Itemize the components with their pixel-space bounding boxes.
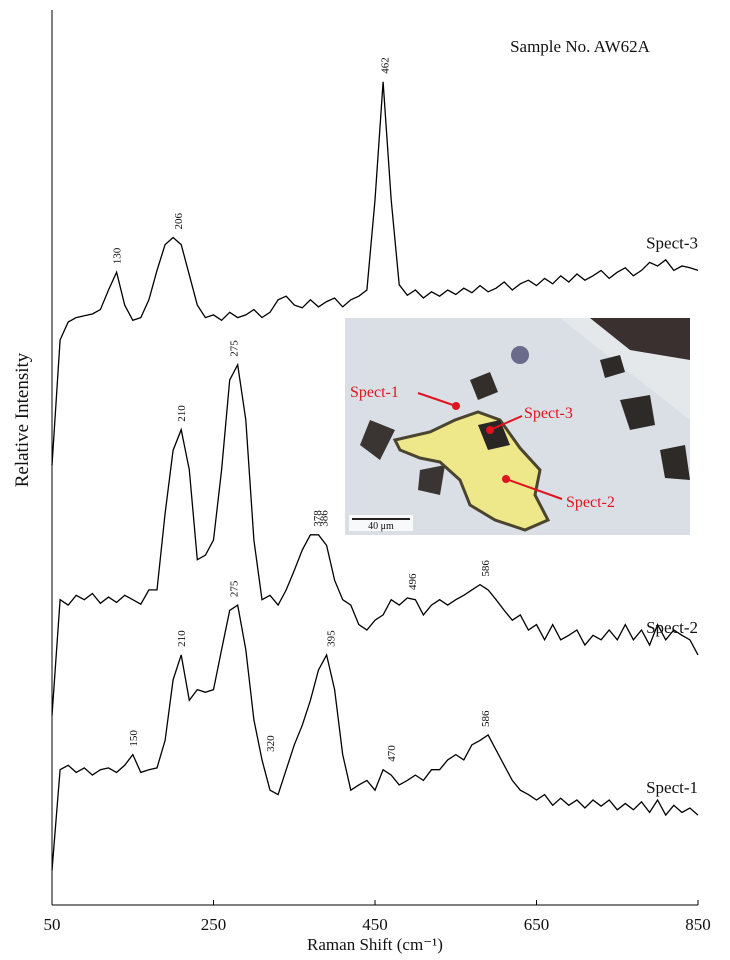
inset-grain (418, 465, 445, 495)
x-tick-label: 650 (524, 915, 550, 934)
peak-label: 586 (480, 710, 492, 727)
inset-grain (511, 346, 529, 364)
peak-label: 275 (229, 580, 241, 597)
inset-label: Spect-3 (524, 405, 573, 422)
peak-label: 275 (229, 340, 241, 357)
series-label: Spect-3 (646, 233, 698, 252)
x-tick-label: 50 (44, 915, 61, 934)
inset-texture (345, 318, 690, 420)
inset-pointer (417, 392, 457, 407)
series-label: Spect-1 (646, 778, 698, 797)
x-tick-label: 450 (362, 915, 388, 934)
peak-label: 320 (265, 735, 277, 752)
spectrum-line (51, 604, 699, 871)
inset-pointer (489, 415, 523, 431)
peak-label: 462 (380, 57, 392, 74)
inset-point (502, 475, 510, 483)
inset-point (486, 426, 494, 434)
inset-grain (470, 372, 498, 400)
inset-label: Spect-1 (350, 384, 399, 401)
series-label: Spect-2 (646, 618, 698, 637)
peak-label: 395 (326, 630, 338, 647)
inset-mineral (392, 410, 551, 532)
y-axis-label: Relative Intensity (12, 352, 33, 487)
peak-label: 378 (312, 510, 324, 527)
inset-grain (600, 355, 625, 378)
peak-label: 150 (128, 730, 140, 747)
peak-label: 586 (480, 560, 492, 577)
inset-point (452, 402, 460, 410)
peak-label: 470 (386, 745, 398, 762)
peak-label: 206 (173, 213, 185, 230)
inset-grain (478, 420, 510, 450)
peak-label: 386 (318, 510, 330, 527)
inset-grain (620, 395, 655, 430)
peak-label: 210 (176, 405, 188, 422)
x-tick-label: 850 (685, 915, 711, 934)
x-axis-label: Raman Shift (cm⁻¹) (307, 935, 443, 954)
inset-grain (590, 318, 690, 360)
peak-label: 130 (112, 247, 124, 264)
spectrum-line (51, 362, 699, 716)
x-tick-label: 250 (201, 915, 227, 934)
spectrum-line (51, 81, 699, 466)
scale-bar-label: 40 μm (368, 521, 394, 532)
chart-title: Sample No. AW62A (510, 37, 651, 56)
peak-label: 496 (407, 573, 419, 590)
inset-grain (660, 445, 690, 480)
peak-label: 210 (176, 630, 188, 647)
inset-pointer (505, 478, 563, 500)
inset-label: Spect-2 (566, 494, 615, 511)
inset-image: Spect-1 Spect-3 Spect-2 40 μm (345, 318, 690, 535)
inset-grain (360, 420, 395, 460)
